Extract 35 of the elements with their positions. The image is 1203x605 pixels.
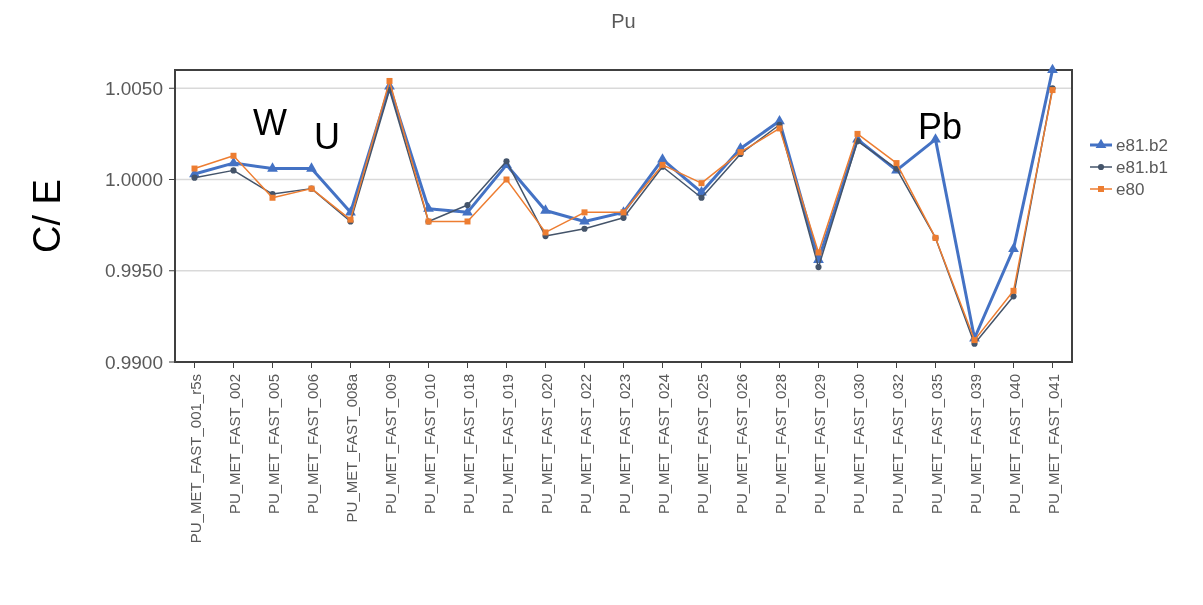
x-tick-label: PU_MET_FAST_024 (654, 374, 672, 515)
x-tick-label: PU_MET_FAST_023 (615, 374, 633, 515)
x-tick-label: PU_MET_FAST_039 (966, 374, 984, 515)
y-tick-label: 1.0000 (104, 169, 163, 191)
x-tick-label: PU_MET_FAST_019 (498, 374, 516, 515)
annotation: Pb (917, 105, 963, 147)
legend-label: e81.b2 (1116, 135, 1168, 155)
annotation: W (253, 101, 288, 143)
legend-label: e81.b1 (1116, 157, 1168, 177)
x-tick-label: PU_MET_FAST_022 (576, 374, 594, 515)
x-tick-label: PU_MET_FAST_041 (1044, 374, 1062, 515)
x-tick-label: PU_MET_FAST_010 (420, 374, 438, 515)
x-tick-label: PU_MET_FAST_032 (888, 374, 906, 515)
y-tick-label: 0.9900 (104, 351, 163, 373)
x-tick-label: PU_MET_FAST_028 (771, 374, 789, 515)
x-tick-label: PU_MET_FAST_030 (849, 374, 867, 515)
x-tick-label: PU_MET_FAST_020 (537, 374, 555, 515)
y-tick-label: 0.9950 (104, 260, 163, 282)
x-tick-label: PU_MET_FAST_002 (225, 374, 243, 515)
x-tick-label: PU_MET_FAST_006 (303, 374, 321, 515)
x-tick-label: PU_MET_FAST_009 (381, 374, 399, 515)
chart-title: Pu (611, 10, 636, 32)
x-tick-label: PU_MET_FAST_008a (342, 373, 360, 523)
x-tick-label: PU_MET_FAST_018 (459, 374, 477, 515)
x-tick-label: PU_MET_FAST_001_r5s (186, 374, 204, 544)
x-tick-label: PU_MET_FAST_005 (264, 374, 282, 515)
x-tick-label: PU_MET_FAST_025 (693, 374, 711, 515)
x-tick-label: PU_MET_FAST_040 (1005, 374, 1023, 515)
x-tick-label: PU_MET_FAST_035 (927, 374, 945, 515)
x-tick-label: PU_MET_FAST_026 (732, 374, 750, 515)
y-axis-title: C/ E (26, 179, 68, 253)
y-tick-label: 1.0050 (104, 77, 163, 99)
x-tick-label: PU_MET_FAST_029 (810, 374, 828, 515)
legend-label: e80 (1116, 179, 1145, 199)
annotation: U (314, 115, 340, 157)
